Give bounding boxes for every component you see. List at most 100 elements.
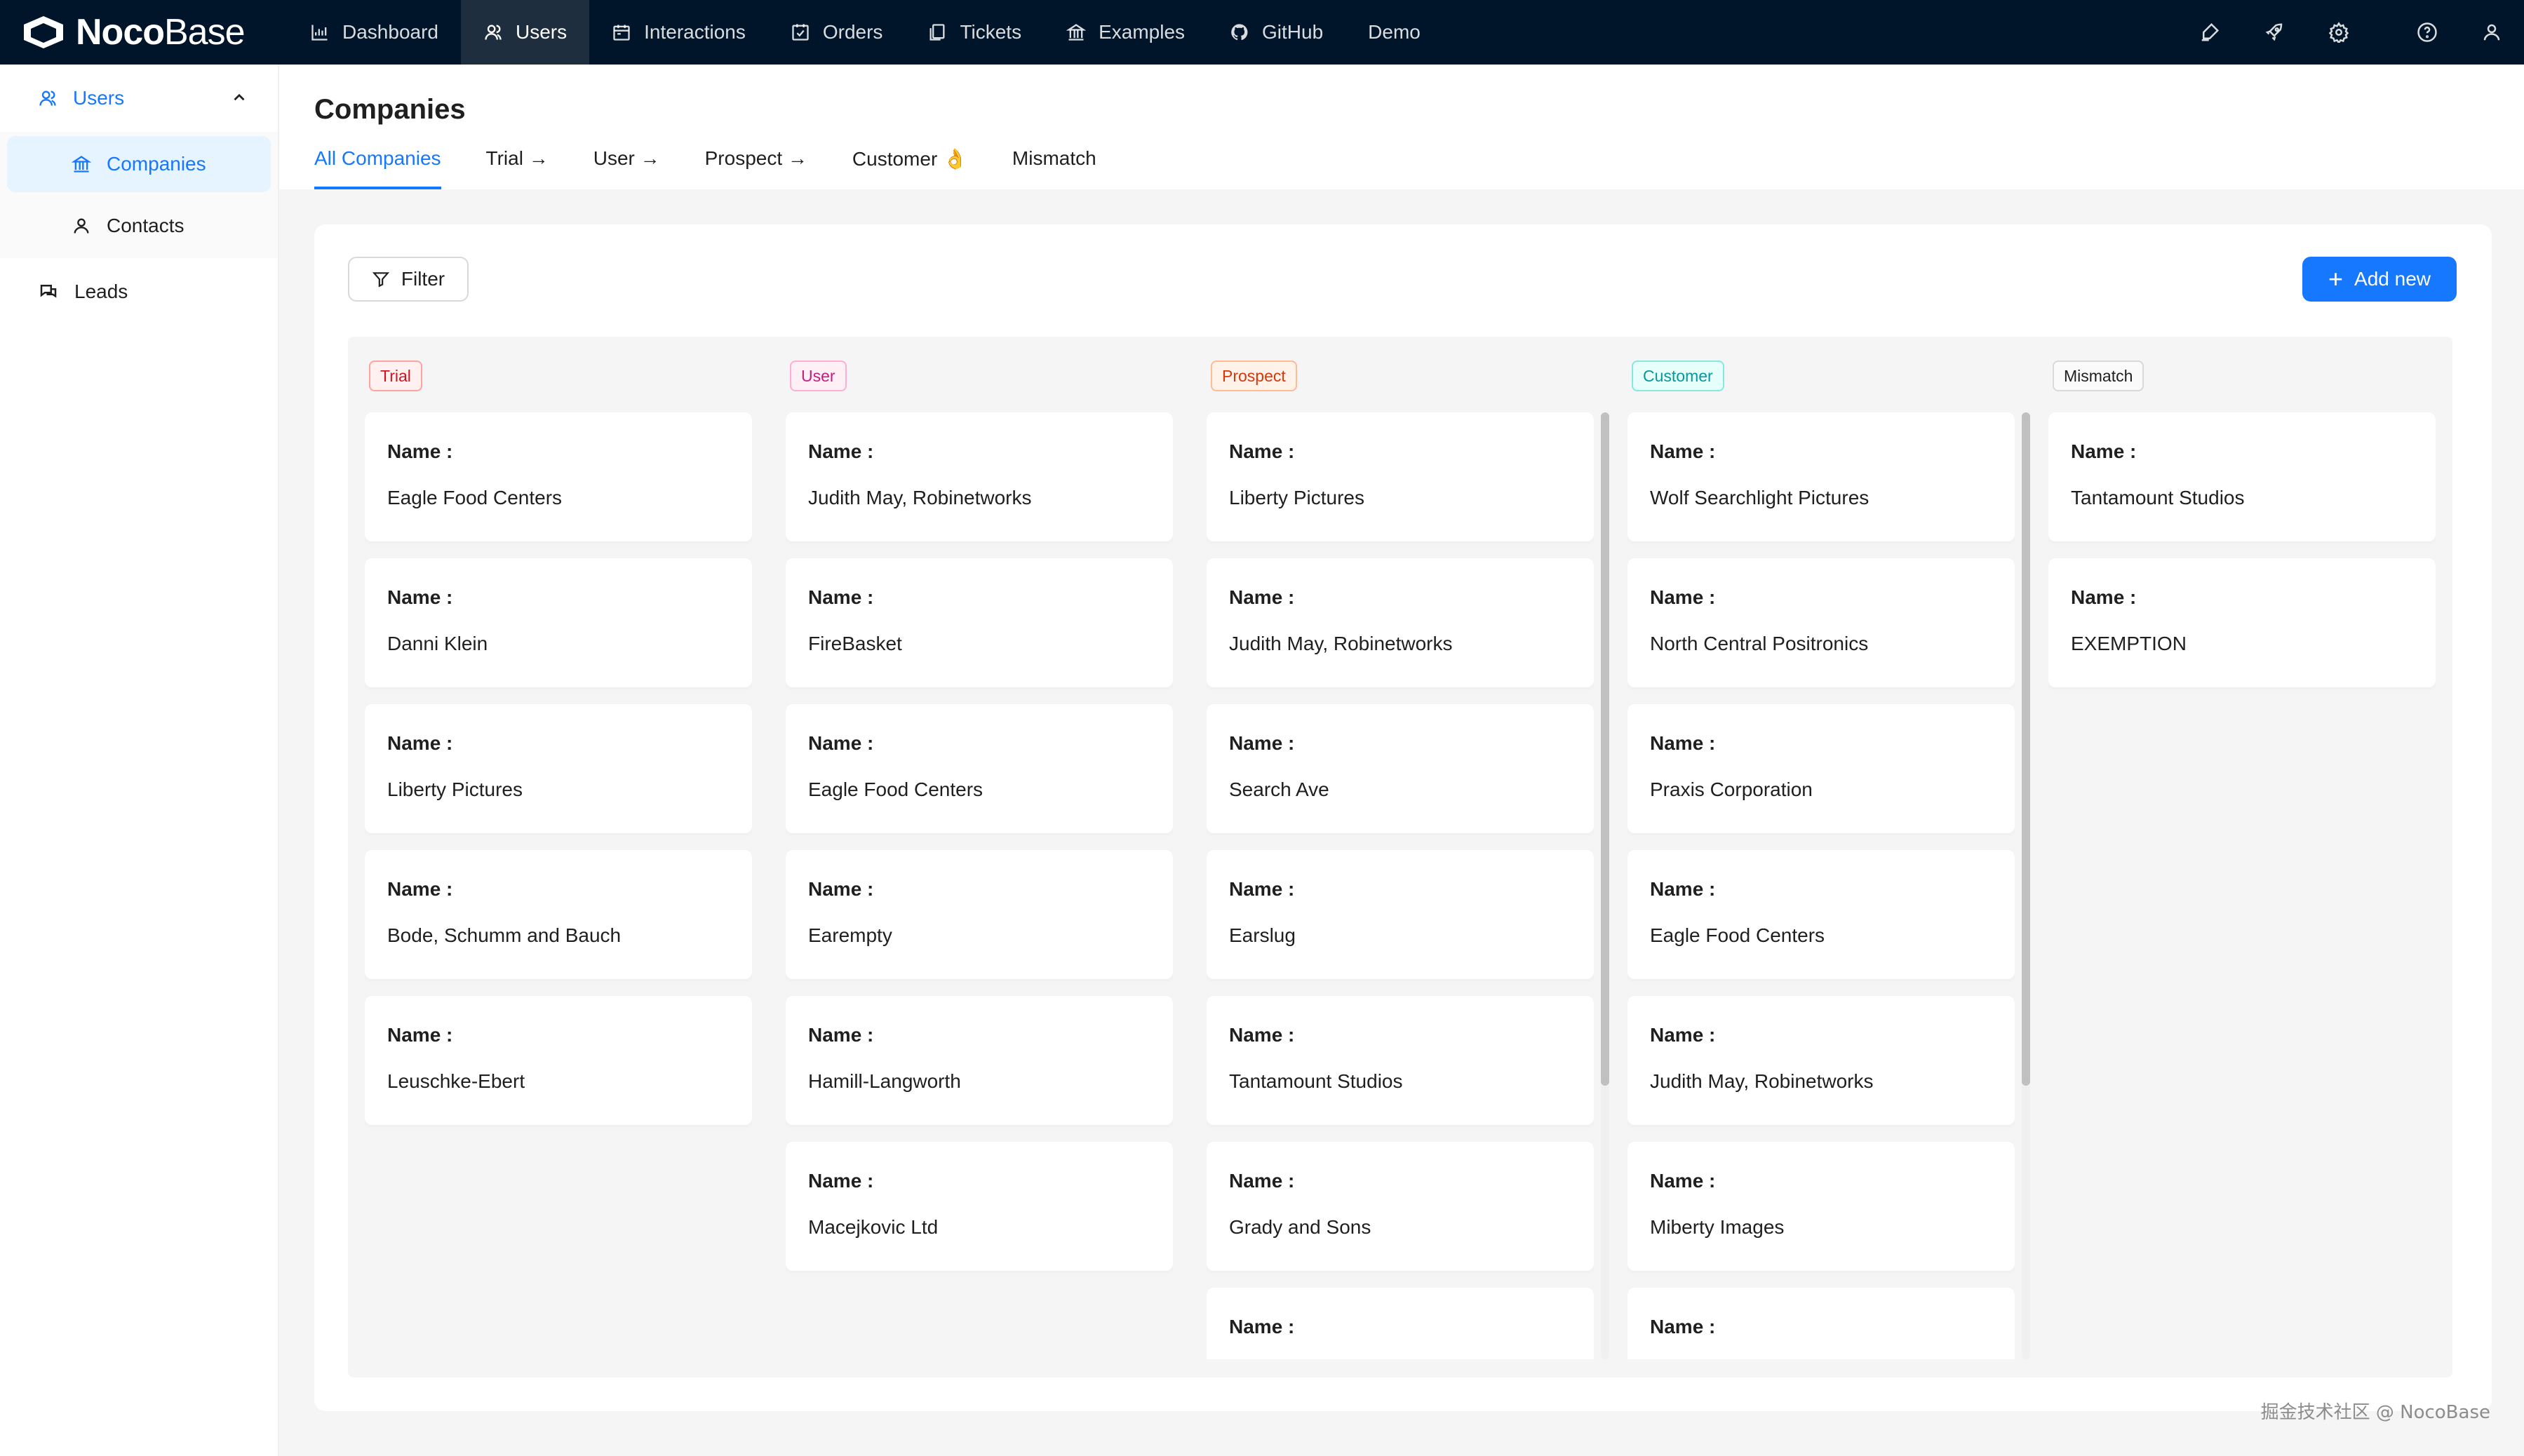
- kanban-card[interactable]: Name : Tantamount Studios: [1207, 996, 1594, 1125]
- users-icon: [39, 90, 56, 106]
- logo[interactable]: Noco Base: [0, 0, 288, 65]
- plugin-manager-button[interactable]: [2242, 0, 2307, 65]
- kanban-card[interactable]: Name : FireBasket: [786, 558, 1173, 687]
- main-menu: Dashboard Users Interactions Orders Tick…: [288, 0, 1443, 65]
- card-field-label: Name :: [387, 440, 453, 462]
- user-icon: [74, 218, 89, 234]
- kanban-card[interactable]: Name : Judith May, Robinetworks: [1627, 996, 2015, 1125]
- sidebar-group-users[interactable]: Users: [0, 65, 278, 132]
- comments-icon: [40, 285, 57, 298]
- kanban-card[interactable]: Name : Eagle Food Centers: [1627, 850, 2015, 979]
- kanban-card[interactable]: Name : Earslug: [1207, 850, 1594, 979]
- filter-button[interactable]: Filter: [348, 257, 469, 302]
- card-field-value: Danni Klein: [387, 633, 488, 654]
- kanban-card[interactable]: Name : Grady and Sons: [1207, 1142, 1594, 1271]
- kanban-card-list: Name : Wolf Searchlight Pictures Name : Nor…: [1627, 412, 2015, 1359]
- bank-icon: [1066, 24, 1087, 41]
- card-field-label: Name :: [808, 732, 874, 754]
- sidebar: Users Companies Contacts Leads: [0, 65, 279, 1456]
- kanban-column-prospect: Prospect Name : Liberty Pictures Name : Judi…: [1190, 337, 1609, 1377]
- kanban-card[interactable]: Name : Wolf Searchlight Pictures: [1627, 412, 2015, 541]
- card-field-label: Name :: [2071, 586, 2137, 608]
- card-field-label: Name :: [387, 1024, 453, 1046]
- kanban-column-trial: Trial Name : Eagle Food Centers Name : Danni…: [348, 337, 752, 1377]
- kanban-card[interactable]: Name : Liberty Pictures: [1207, 412, 1594, 541]
- users-icon: [485, 25, 502, 40]
- column-scrollbar[interactable]: [2022, 412, 2030, 1359]
- card-field-value: Grady and Sons: [1229, 1216, 1371, 1238]
- user-menu-button[interactable]: [2459, 0, 2524, 65]
- sidebar-item-leads[interactable]: Leads: [0, 258, 278, 325]
- nav-item-users[interactable]: Users: [460, 0, 590, 65]
- card-field-value: Tantamount Studios: [2071, 487, 2245, 508]
- tab-customer[interactable]: Customer 👌: [852, 148, 967, 170]
- plus-icon: +: [2328, 264, 2344, 293]
- card-field-label: Name :: [1229, 732, 1295, 754]
- sidebar-group-label: Users: [73, 87, 125, 109]
- nocobase-logo-icon: [24, 16, 63, 48]
- kanban-card[interactable]: Name :: [1627, 1288, 2015, 1359]
- nav-label: Interactions: [644, 21, 746, 43]
- column-scrollbar[interactable]: [1601, 412, 1609, 1359]
- card-field-label: Name :: [387, 586, 453, 608]
- tab-user[interactable]: User →: [593, 147, 660, 169]
- kanban-card[interactable]: Name : Tantamount Studios: [2048, 412, 2436, 541]
- kanban-card-list: Name : Liberty Pictures Name : Judith May, …: [1207, 412, 1594, 1359]
- nav-item-dashboard[interactable]: Dashboard: [288, 0, 461, 65]
- kanban-card[interactable]: Name : Judith May, Robinetworks: [1207, 558, 1594, 687]
- user-icon: [2483, 24, 2500, 41]
- kanban-card[interactable]: Name : Miberty Images: [1627, 1142, 2015, 1271]
- card-field-value: Tantamount Studios: [1229, 1070, 1403, 1092]
- nav-label: GitHub: [1262, 21, 1324, 43]
- sidebar-item-label: Contacts: [107, 215, 184, 236]
- kanban-card[interactable]: Name : Search Ave: [1207, 704, 1594, 833]
- kanban-card[interactable]: Name : Danni Klein: [365, 558, 752, 687]
- kanban-column-mismatch: Mismatch Name : Tantamount Studios Name : EX…: [2032, 337, 2436, 1377]
- kanban-card[interactable]: Name : Earempty: [786, 850, 1173, 979]
- card-field-value: Miberty Images: [1650, 1216, 1785, 1238]
- tab-all-companies[interactable]: All Companies: [314, 140, 441, 189]
- kanban-card[interactable]: Name : EXEMPTION: [2048, 558, 2436, 687]
- copy-icon: [929, 24, 945, 41]
- kanban-card[interactable]: Name : Bode, Schumm and Bauch: [365, 850, 752, 979]
- sidebar-item-contacts[interactable]: Contacts: [7, 198, 271, 254]
- nav-item-tickets[interactable]: Tickets: [905, 0, 1044, 65]
- kanban-card[interactable]: Name : Eagle Food Centers: [786, 704, 1173, 833]
- card-field-value: Judith May, Robinetworks: [808, 487, 1032, 508]
- tab-mismatch[interactable]: Mismatch: [1012, 147, 1096, 169]
- tab-prospect[interactable]: Prospect →: [704, 147, 807, 169]
- sidebar-item-companies[interactable]: Companies: [7, 136, 271, 192]
- kanban-card[interactable]: Name : Leuschke-Ebert: [365, 996, 752, 1125]
- ui-editor-button[interactable]: [2177, 0, 2242, 65]
- settings-button[interactable]: [2307, 0, 2371, 65]
- kanban-card[interactable]: Name : North Central Positronics: [1627, 558, 2015, 687]
- kanban-card[interactable]: Name : Judith May, Robinetworks: [786, 412, 1173, 541]
- nav-item-examples[interactable]: Examples: [1044, 0, 1207, 65]
- scrollbar-thumb[interactable]: [1601, 412, 1609, 1086]
- add-new-button[interactable]: + Add new: [2302, 257, 2457, 302]
- kanban-card[interactable]: Name : Hamill-Langworth: [786, 996, 1173, 1125]
- tab-trial[interactable]: Trial →: [485, 147, 549, 169]
- kanban-card[interactable]: Name : Liberty Pictures: [365, 704, 752, 833]
- highlight-icon: [2201, 22, 2220, 41]
- column-tag: Prospect: [1211, 360, 1297, 391]
- nav-item-interactions[interactable]: Interactions: [589, 0, 768, 65]
- nav-item-github[interactable]: GitHub: [1207, 0, 1345, 65]
- page-title: Companies: [314, 94, 466, 125]
- column-tag: Mismatch: [2053, 360, 2144, 391]
- bank-icon: [72, 156, 91, 173]
- nav-label: Tickets: [960, 21, 1022, 43]
- card-field-label: Name :: [808, 1170, 874, 1192]
- kanban-card[interactable]: Name :: [1207, 1288, 1594, 1359]
- nav-item-demo[interactable]: Demo: [1345, 0, 1443, 65]
- logo-text-light: Base: [164, 12, 246, 53]
- card-field-label: Name :: [1650, 586, 1716, 608]
- scrollbar-thumb[interactable]: [2022, 412, 2030, 1086]
- help-button[interactable]: [2395, 0, 2459, 65]
- kanban-card[interactable]: Name : Eagle Food Centers: [365, 412, 752, 541]
- nav-item-orders[interactable]: Orders: [768, 0, 906, 65]
- kanban-card[interactable]: Name : Praxis Corporation: [1627, 704, 2015, 833]
- kanban-card-list: Name : Judith May, Robinetworks Name : Fire…: [786, 412, 1173, 1359]
- chevron-up-icon[interactable]: [230, 88, 248, 107]
- kanban-card[interactable]: Name : Macejkovic Ltd: [786, 1142, 1173, 1271]
